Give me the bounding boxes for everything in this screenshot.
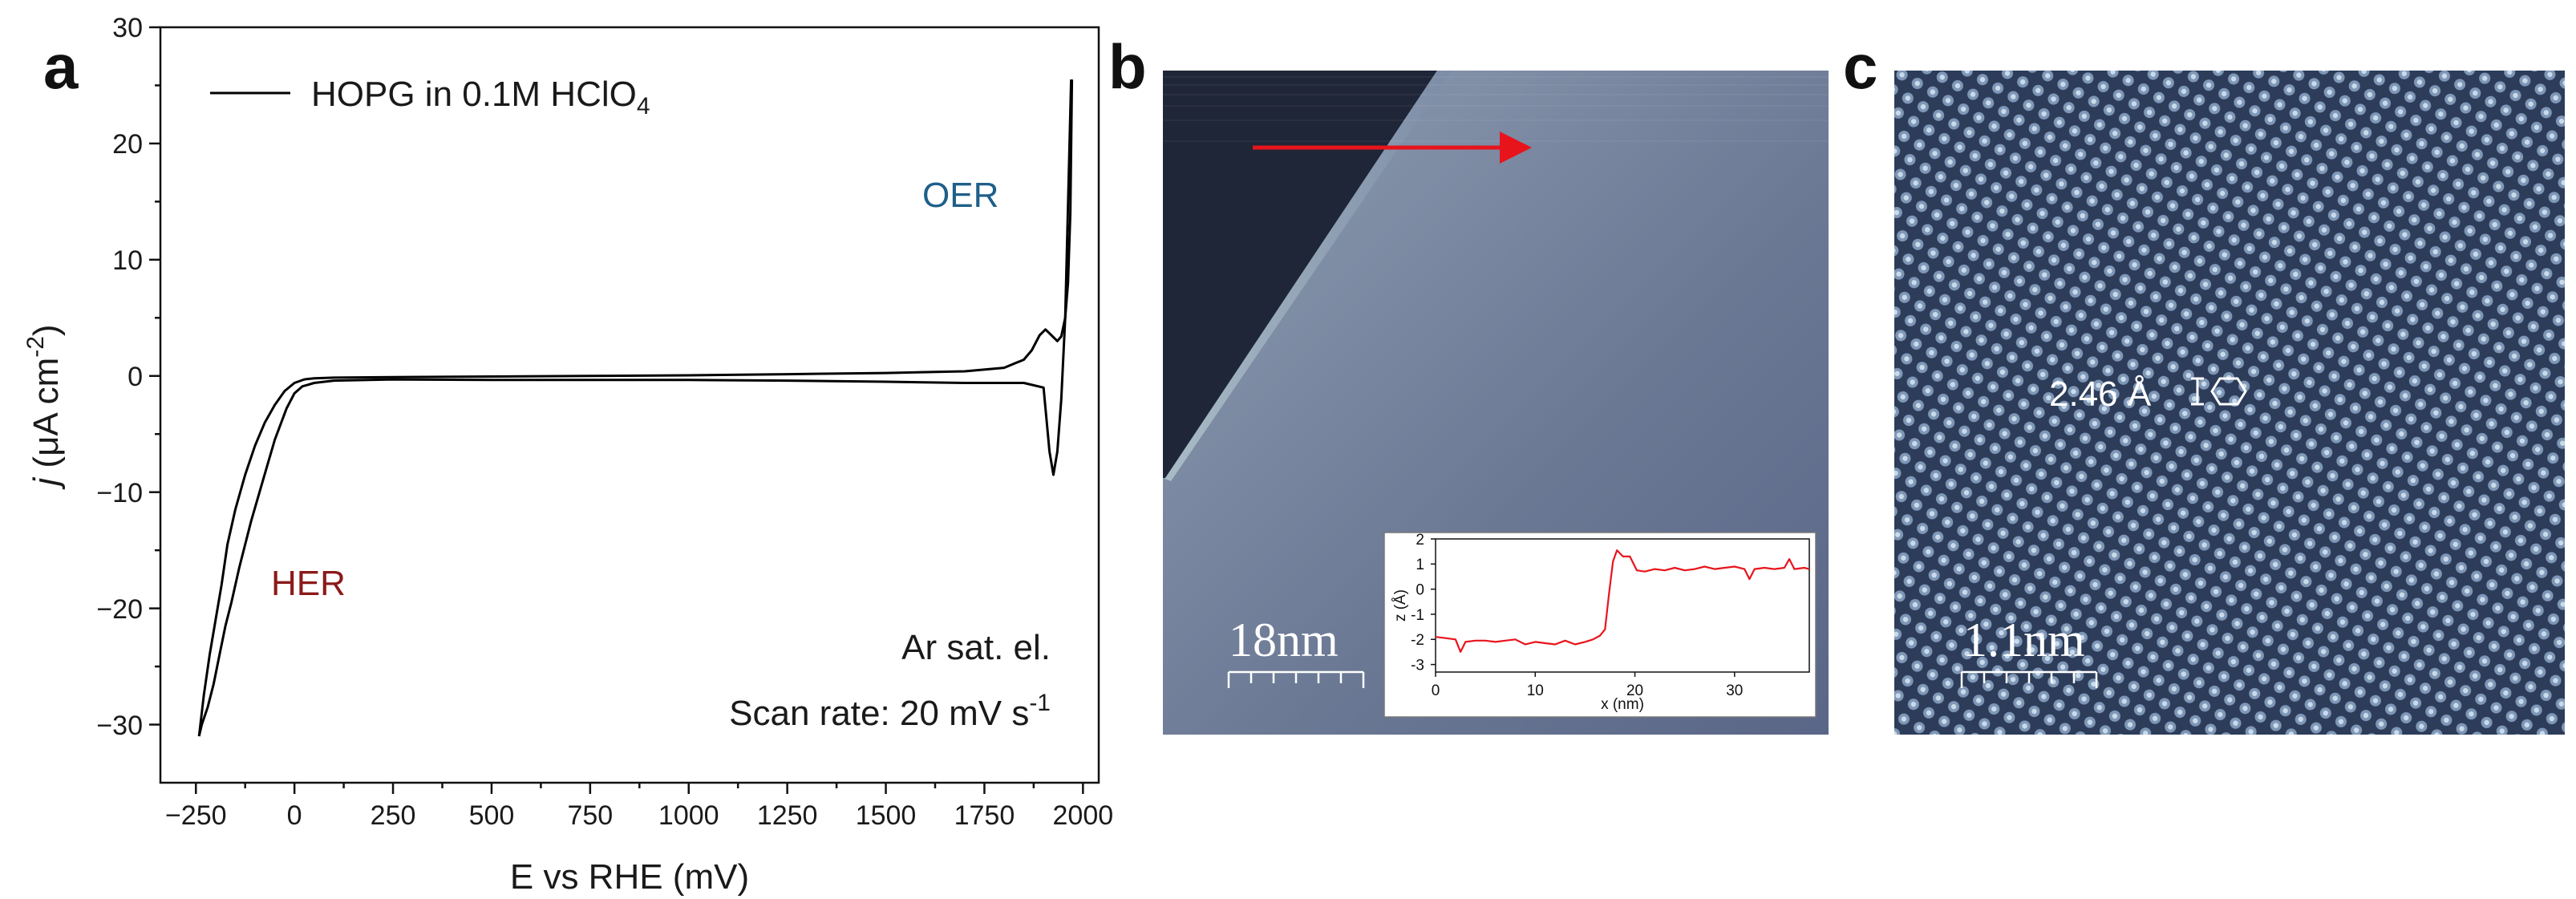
x-tick-label: 30: [1726, 682, 1743, 699]
y-tick-label: 2: [1416, 532, 1424, 549]
scan-rate-label: Scan rate: 20 mV s-1: [729, 690, 1051, 733]
y-tick-label: −10: [96, 478, 143, 508]
her-label: HER: [271, 564, 346, 603]
x-tick-label: 1250: [757, 800, 818, 831]
stm-b-scale-label: 18nm: [1229, 614, 1339, 666]
cv-y-axis-title: j (μA cm-2): [22, 324, 66, 489]
stm-step-edge: [1163, 71, 1452, 481]
y-tick-label: −20: [96, 594, 143, 625]
series-line: [197, 79, 1074, 737]
stm-image-lattice: 2.46 Å 1.1nm: [1894, 71, 2565, 735]
stm-atomic-lattice: [1894, 71, 2565, 735]
y-tick-label: 20: [112, 129, 143, 160]
inset-y-ticks: -3 -2 -1 0 1 2: [1411, 532, 1436, 674]
x-tick-label: 10: [1527, 682, 1544, 699]
cv-series-group: [197, 79, 1074, 737]
oer-label: OER: [922, 176, 998, 215]
series-line: [197, 79, 1073, 737]
x-tick-label: 1000: [658, 800, 719, 831]
x-tick-label: 20: [1626, 682, 1643, 699]
y-tick-label: 0: [1416, 581, 1424, 598]
x-tick-label: 0: [1432, 682, 1440, 699]
panel-c-letter: c: [1843, 31, 1877, 102]
stm-image-step: 18nm 0 10 20 30 -3 -2 -1 0 1 2 x (nm) z (Å): [1163, 71, 1829, 735]
inset-series-group: [1436, 549, 1809, 653]
series-line: [1436, 549, 1809, 653]
panel-a-letter: a: [43, 31, 79, 102]
y-tick-label: -3: [1411, 657, 1424, 674]
cv-x-axis-title: E vs RHE (mV): [510, 857, 749, 897]
y-tick-label: 30: [112, 13, 143, 43]
inset-x-axis-title: x (nm): [1601, 696, 1644, 713]
legend-label: HOPG in 0.1M HClO4: [311, 75, 650, 119]
stm-scan-lines: [1163, 76, 1829, 142]
y-tick-label: 0: [128, 362, 143, 392]
lattice-constant-label: 2.46 Å: [2049, 375, 2152, 414]
y-tick-label: -2: [1411, 632, 1424, 649]
y-tick-label: −30: [96, 711, 143, 741]
stm-terrace-lower: [1163, 71, 1437, 478]
y-tick-label: 10: [112, 245, 143, 276]
stm-c-scale-label: 1.1nm: [1963, 614, 2085, 666]
inset-background: [1383, 532, 1817, 718]
x-tick-label: 1750: [954, 800, 1015, 831]
x-tick-label: 1500: [856, 800, 917, 831]
x-tick-label: −250: [165, 800, 227, 831]
x-tick-label: 2000: [1053, 800, 1114, 831]
hexagon-icon: [2210, 377, 2247, 406]
x-tick-label: 0: [287, 800, 302, 831]
electrolyte-label: Ar sat. el.: [901, 628, 1051, 667]
x-tick-label: 250: [371, 800, 416, 831]
stm-b-scale-bar: [1227, 670, 1365, 688]
inset-x-ticks: 0 10 20 30: [1432, 672, 1743, 699]
height-profile-inset: 0 10 20 30 -3 -2 -1 0 1 2 x (nm) z (Å): [1383, 532, 1817, 718]
x-tick-label: 500: [469, 800, 515, 831]
cv-x-ticks: −250 0 250 500 750 1000 1250 1500 1750 2000: [165, 783, 1113, 831]
inset-plot-frame: [1435, 538, 1810, 673]
y-tick-label: 1: [1416, 557, 1424, 573]
cv-chart: −250 0 250 500 750 1000 1250 1500 1750 2000 −30 −2…: [22, 13, 1113, 897]
cv-y-ticks: −30 −20 −10 0 10 20 30: [96, 13, 160, 741]
y-tick-label: -1: [1411, 607, 1424, 624]
panel-b-letter: b: [1108, 31, 1147, 102]
stm-c-scale-bar: [1960, 670, 2098, 688]
cv-plot-frame: [159, 26, 1100, 784]
inset-y-axis-title: z (Å): [1392, 589, 1409, 622]
lattice-marker-icon: [2191, 377, 2247, 406]
x-tick-label: 750: [567, 800, 613, 831]
